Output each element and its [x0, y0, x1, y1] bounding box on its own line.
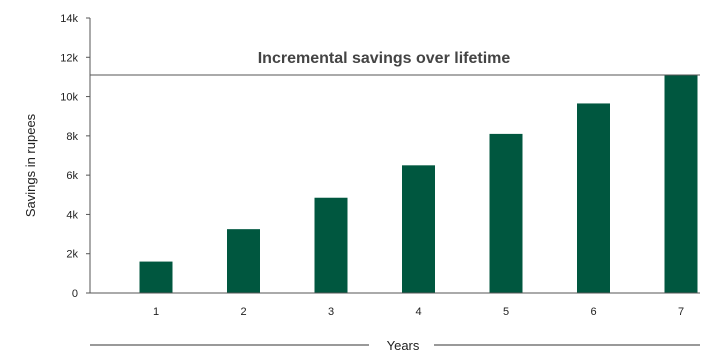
- bar-year-5: [489, 133, 523, 293]
- x-tick-label: 1: [153, 306, 159, 318]
- bar-year-3: [314, 197, 348, 293]
- x-tick-label: 2: [240, 306, 246, 318]
- x-tick-label: 3: [328, 306, 334, 318]
- y-tick-label: 10k: [60, 92, 78, 104]
- y-tick-label: 12k: [60, 52, 78, 64]
- x-tick-label: 5: [503, 306, 509, 318]
- bar-year-2: [227, 229, 260, 293]
- y-tick-label: 2k: [66, 249, 78, 261]
- bar-year-7: [664, 74, 698, 293]
- y-tick-label: 0: [72, 288, 78, 300]
- bar-year-4: [402, 165, 435, 293]
- bar-year-6: [577, 103, 610, 293]
- bar-year-1: [139, 261, 173, 293]
- y-tick-label: 8k: [66, 131, 78, 143]
- y-tick-label: 6k: [66, 170, 78, 182]
- reference-line-label: Incremental savings over lifetime: [258, 50, 511, 67]
- x-axis-title: Years: [387, 338, 420, 351]
- y-axis: 0 2k 4k 6k 8k 10k 12k 14k: [60, 13, 91, 300]
- x-tick-label: 4: [415, 306, 421, 318]
- x-tick-label: 7: [678, 306, 684, 318]
- y-axis-title: Savings in rupees: [23, 113, 38, 217]
- x-tick-label: 6: [590, 306, 596, 318]
- bar-series: [139, 74, 698, 293]
- x-axis: 1 2 3 4 5 6 7: [90, 292, 700, 318]
- y-tick-label: 4k: [66, 209, 78, 221]
- y-tick-label: 14k: [60, 13, 78, 25]
